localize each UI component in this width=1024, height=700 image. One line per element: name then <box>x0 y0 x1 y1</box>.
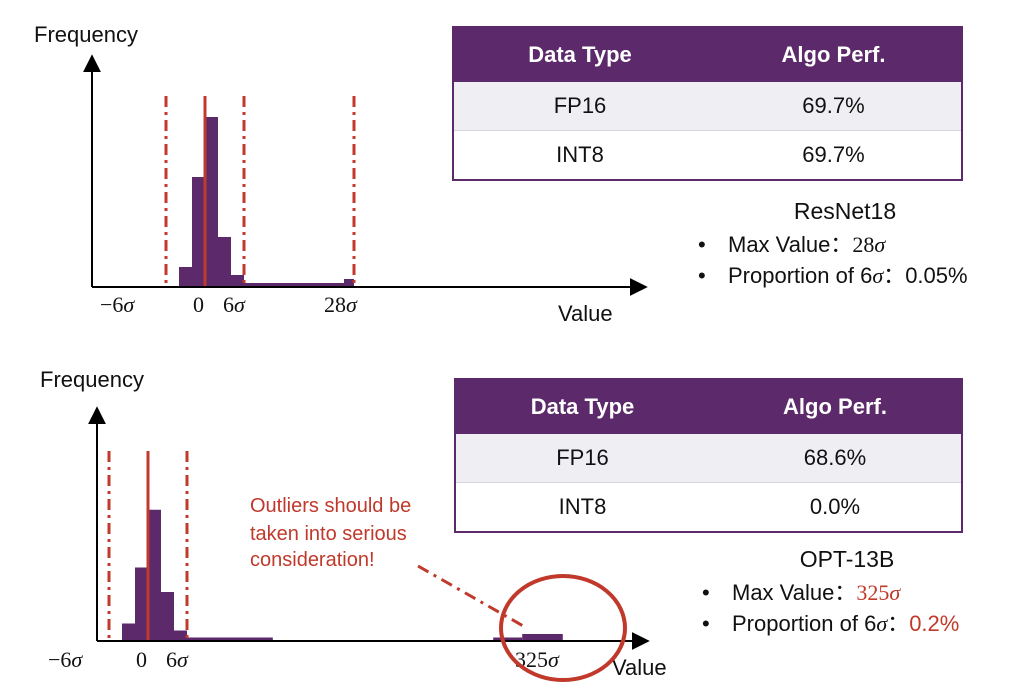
bottom-table-header-perf: Algo Perf. <box>709 379 962 434</box>
bottom-prop-label: Proportion of 6 <box>732 611 877 636</box>
histogram-bar-4 <box>231 275 244 287</box>
top-prop-label: Proportion of 6 <box>728 263 873 288</box>
bottom-table-cell: 68.6% <box>709 434 962 483</box>
bottom-table-cell: 0.0% <box>709 482 962 532</box>
top-prop-value: 0.05% <box>905 263 968 288</box>
histogram-bar-4 <box>174 630 187 641</box>
top-table-header-perf: Algo Perf. <box>706 27 962 82</box>
bottom-threshold-lines <box>107 451 189 641</box>
bottom-tick-minus6: −6σ <box>48 647 83 672</box>
annotation-line-2: taken into serious <box>250 523 407 545</box>
top-table-cell: FP16 <box>453 82 706 131</box>
histogram-bar-0 <box>122 623 135 641</box>
table-row: INT8 69.7% <box>453 130 962 180</box>
bottom-results-table: Data Type Algo Perf. FP16 68.6% INT8 0.0… <box>454 378 963 533</box>
top-max-value: 28σ <box>852 232 886 257</box>
top-x-axis-label: Value <box>558 301 613 326</box>
bottom-model-info: OPT-13B Max Value：325σ Proportion of 6σ：… <box>694 546 1020 639</box>
histogram-bar-5 <box>244 283 344 287</box>
histogram-bar-6 <box>493 637 523 641</box>
annotation-pointer <box>417 564 526 629</box>
top-model-name: ResNet18 <box>793 198 897 224</box>
top-table-cell: 69.7% <box>706 130 962 180</box>
bottom-table-cell: FP16 <box>455 434 709 483</box>
list-item: Max Value：325σ <box>694 577 1020 608</box>
histogram-bar-7 <box>522 634 563 641</box>
histogram-bar-6 <box>344 279 354 287</box>
table-row: FP16 68.6% <box>455 434 962 483</box>
list-item: Max Value：28σ <box>690 229 1020 260</box>
top-tick-0: 0 <box>193 292 204 317</box>
bottom-tick-6: 6σ <box>166 647 189 672</box>
annotation-line-1: Outliers should be <box>250 495 411 517</box>
histogram-bar-3 <box>218 237 231 287</box>
bottom-tick-0: 0 <box>136 647 147 672</box>
table-row: INT8 0.0% <box>455 482 962 532</box>
top-model-info: ResNet18 Max Value：28σ Proportion of 6σ：… <box>690 198 1020 291</box>
top-table-header-datatype: Data Type <box>453 27 706 82</box>
bottom-model-name: OPT-13B <box>799 546 895 572</box>
top-tick-minus6: −6σ <box>100 292 135 317</box>
top-y-axis-label: Frequency <box>34 22 138 47</box>
histogram-bar-5 <box>187 637 273 641</box>
histogram-bar-1 <box>135 567 148 641</box>
top-tick-28: 28σ <box>324 292 358 317</box>
top-histogram: Frequency −6σ 0 6σ 28σ Value <box>34 22 648 326</box>
bottom-prop-value: 0.2% <box>909 611 960 636</box>
top-max-label: Max Value： <box>728 232 853 257</box>
outlier-highlight-circle <box>499 574 627 682</box>
histogram-bar-0 <box>179 267 192 287</box>
top-results-table: Data Type Algo Perf. FP16 69.7% INT8 69.… <box>452 26 963 181</box>
annotation-line-3: consideration! <box>250 549 375 571</box>
histogram-bar-3 <box>161 592 174 641</box>
table-row: FP16 69.7% <box>453 82 962 131</box>
list-item: Proportion of 6σ：0.2% <box>694 608 1020 639</box>
bottom-stats-list: Max Value：325σ Proportion of 6σ：0.2% <box>694 577 1020 639</box>
histogram-bar-1 <box>192 177 205 287</box>
bottom-bars-group <box>122 509 563 641</box>
top-threshold-lines <box>164 96 356 287</box>
bottom-histogram: Frequency −6σ 0 6σ 325σ Value Outliers s… <box>40 367 667 682</box>
histogram-bar-2 <box>148 509 161 641</box>
outlier-annotation: Outliers should be taken into serious co… <box>250 495 627 682</box>
bottom-table-cell: INT8 <box>455 482 709 532</box>
top-stats-list: Max Value：28σ Proportion of 6σ：0.05% <box>690 229 1020 291</box>
top-bars-group <box>179 117 354 287</box>
top-tick-6: 6σ <box>223 292 246 317</box>
top-table-cell: 69.7% <box>706 82 962 131</box>
bottom-max-value: 325σ <box>856 580 901 605</box>
top-table-cell: INT8 <box>453 130 706 180</box>
list-item: Proportion of 6σ：0.05% <box>690 260 1020 291</box>
histogram-bar-2 <box>205 117 218 287</box>
bottom-x-axis-label: Value <box>612 655 667 680</box>
bottom-table-header-datatype: Data Type <box>455 379 709 434</box>
bottom-max-label: Max Value： <box>732 580 857 605</box>
bottom-y-axis-label: Frequency <box>40 367 144 392</box>
